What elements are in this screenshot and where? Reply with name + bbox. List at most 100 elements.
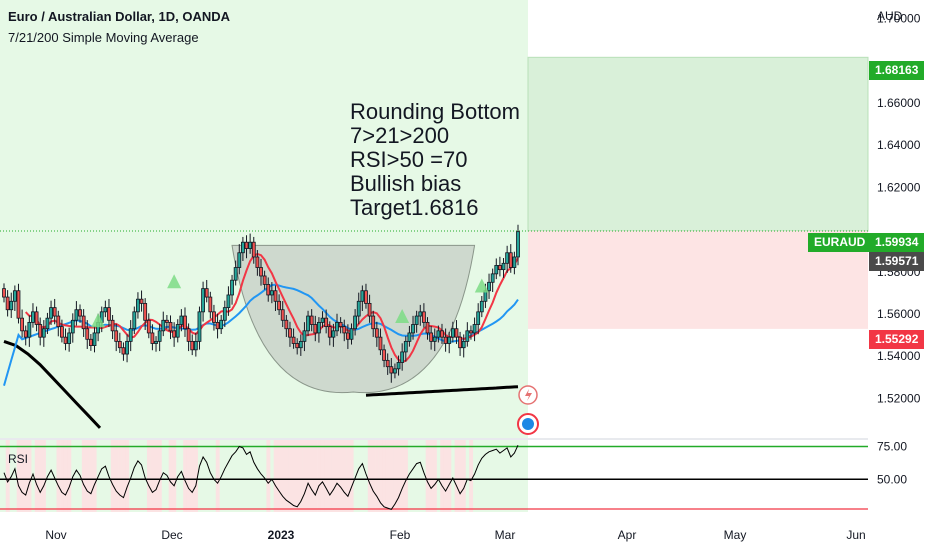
price-candle — [161, 311, 166, 337]
price-candle — [298, 334, 303, 356]
price-candle — [31, 303, 35, 328]
rsi-bearish-band — [338, 440, 343, 512]
candle-body — [150, 332, 155, 344]
candle-body — [516, 231, 520, 258]
rsi-bearish-band — [38, 440, 43, 512]
rsi-bearish-band — [396, 440, 401, 512]
price-candle — [20, 309, 24, 338]
candle-body — [241, 241, 245, 254]
candle-body — [114, 330, 119, 342]
rsi-label: RSI — [8, 452, 29, 466]
candle-body — [16, 290, 21, 319]
candle-body — [262, 275, 267, 285]
candle-body — [197, 311, 202, 342]
price-candle — [378, 328, 383, 356]
price-candle — [425, 317, 430, 340]
rsi-bearish-band — [327, 440, 332, 512]
candle-body — [353, 315, 358, 330]
rsi-bearish-band — [157, 440, 162, 512]
candle-body — [335, 321, 339, 332]
rsi-bearish-band — [67, 440, 72, 512]
rsi-bearish-band — [403, 440, 408, 512]
rsi-bearish-band — [146, 440, 151, 512]
price-candle — [259, 258, 263, 286]
candle-body — [139, 298, 144, 304]
candle-body — [219, 319, 224, 330]
price-candle — [436, 325, 441, 343]
candle-body — [306, 315, 310, 332]
price-candle — [454, 320, 459, 344]
candle-body — [34, 311, 39, 325]
rsi-bearish-band — [150, 440, 155, 512]
candle-body — [295, 343, 300, 349]
price-candle — [367, 294, 372, 323]
candle-body — [512, 256, 517, 268]
price-candle — [125, 334, 129, 363]
sma200-line — [365, 385, 519, 397]
price-candle — [168, 315, 173, 340]
candle-body — [244, 241, 249, 249]
rsi-bearish-band — [118, 440, 122, 512]
candle-body — [117, 340, 122, 349]
rsi-bearish-band — [280, 440, 285, 512]
price-candle — [56, 310, 61, 337]
candle-body — [472, 324, 477, 334]
price-candle — [490, 268, 495, 293]
rsi-bearish-band — [125, 440, 130, 512]
candle-body — [356, 300, 361, 317]
time-tick-label: Mar — [495, 528, 516, 542]
candle-body — [360, 290, 365, 302]
signal-triangle-icon — [474, 278, 489, 293]
price-candle — [313, 315, 318, 342]
price-candle — [505, 245, 510, 274]
candle-body — [56, 315, 61, 328]
candle-body — [338, 321, 343, 328]
candle-body — [393, 368, 397, 374]
price-candle — [208, 291, 213, 319]
candle-body — [215, 321, 220, 330]
price-candle — [38, 317, 43, 346]
indicator-legend: 7/21/200 Simple Moving Average — [8, 30, 199, 45]
target-zone — [527, 56, 869, 232]
candle-body — [461, 340, 466, 349]
candle-body — [201, 288, 205, 313]
rsi-bearish-band — [92, 440, 97, 512]
price-candle — [215, 313, 220, 339]
price-tick-label: 1.64000 — [877, 138, 921, 152]
price-candle — [432, 328, 437, 352]
price-candle — [479, 296, 484, 318]
rsi-bearish-band — [429, 440, 434, 512]
rsi-bearish-band — [385, 440, 390, 512]
candle-body — [378, 336, 383, 351]
candle-body — [465, 330, 470, 342]
candle-body — [414, 315, 419, 325]
candle-body — [342, 326, 347, 334]
price-candle — [248, 233, 253, 254]
analysis-note: Rounding Bottom 7>21>200 RSI>50 =70 Bull… — [350, 100, 520, 220]
currency-label: AUD — [877, 9, 903, 23]
time-tick-label: Jun — [846, 528, 865, 542]
sma200-line-early — [3, 339, 102, 429]
rsi-bearish-band — [320, 440, 325, 512]
rsi-bearish-band — [342, 440, 347, 512]
price-candle — [385, 353, 390, 375]
candle-body — [345, 332, 350, 340]
price-candle — [9, 292, 14, 318]
price-candle — [92, 325, 97, 353]
price-candle — [197, 306, 202, 350]
price-candle — [67, 327, 72, 352]
candle-body — [490, 273, 495, 283]
price-candle — [345, 324, 350, 349]
candle-body — [85, 328, 90, 340]
rsi-bearish-band — [277, 440, 282, 512]
sma7-line — [24, 252, 519, 363]
price-candle — [237, 244, 242, 275]
note-line: 7>21>200 — [350, 123, 450, 148]
candle-body — [313, 324, 318, 334]
candle-body — [421, 311, 426, 323]
candle-body — [288, 328, 292, 338]
time-tick-label: Feb — [390, 528, 411, 542]
candle-body — [317, 321, 321, 334]
price-candle — [472, 317, 477, 342]
